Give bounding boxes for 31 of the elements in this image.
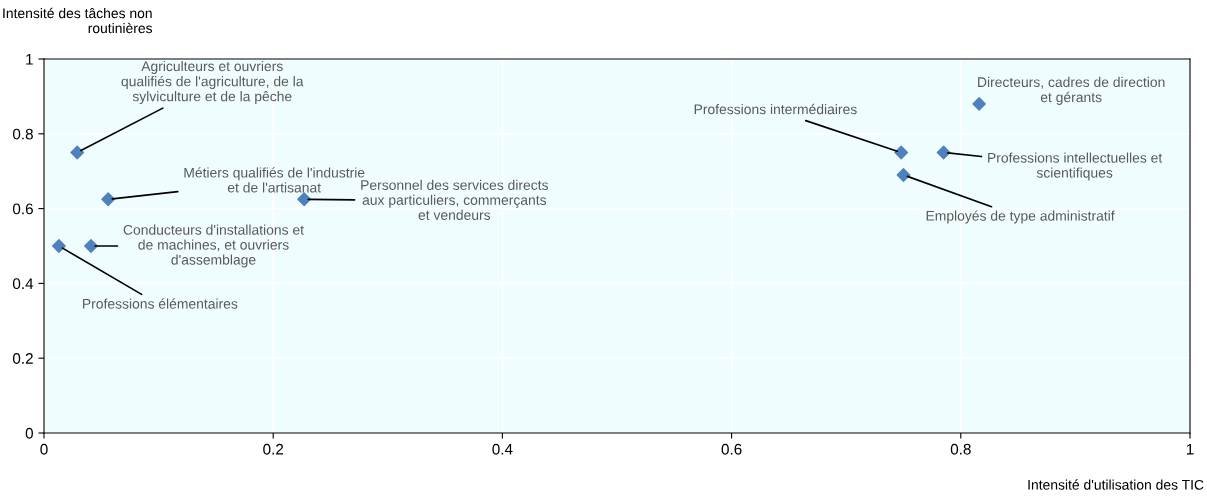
point (101, 192, 116, 207)
annotation: Professions élémentaires (83, 298, 238, 309)
annotation: Agriculteurs et ouvriers qualifiés de l'agriculture, de la sylviculture et de la pêche (121, 60, 304, 105)
x-tick-label: 0.2 (263, 443, 284, 455)
annotation: Directeurs, cadres de direction et gérants (978, 76, 1165, 105)
annotation: Conducteurs d'installations et de machines, et ouvriers d'assemblage (123, 224, 304, 268)
y-tick-label: 1 (26, 54, 33, 65)
point (894, 145, 909, 160)
annotation: Employés de type administratif (926, 210, 1115, 224)
point (84, 239, 98, 253)
x-tick-label: 0.4 (492, 443, 513, 455)
point (297, 192, 312, 207)
x-tick-label: 0.6 (721, 443, 742, 455)
point (896, 168, 911, 182)
y-tick-label: 0 (25, 427, 33, 439)
y-tick-label: 0.8 (12, 128, 33, 140)
point (972, 96, 987, 111)
annotation: Professions intermédiaires (694, 103, 857, 115)
x-tick-label: 0 (40, 443, 48, 455)
y-axis-title: Intensité des tâches non routinières (3, 7, 153, 34)
annotation: Professions intellectuelles et scientifiques (988, 152, 1163, 181)
x-tick-label: 1 (1186, 443, 1194, 455)
y-tick-label: 0.4 (12, 278, 34, 290)
x-tick-label: 0.8 (950, 443, 971, 455)
point (936, 145, 951, 160)
point (51, 239, 66, 253)
point (70, 145, 85, 160)
y-tick-label: 0.6 (12, 203, 33, 215)
x-axis-title: Intensité d'utilisation des TIC (1028, 479, 1204, 490)
annotation: Personnel des services directs aux particuliers, commerçants et vendeurs (361, 179, 548, 220)
y-tick-label: 0.2 (12, 353, 33, 364)
